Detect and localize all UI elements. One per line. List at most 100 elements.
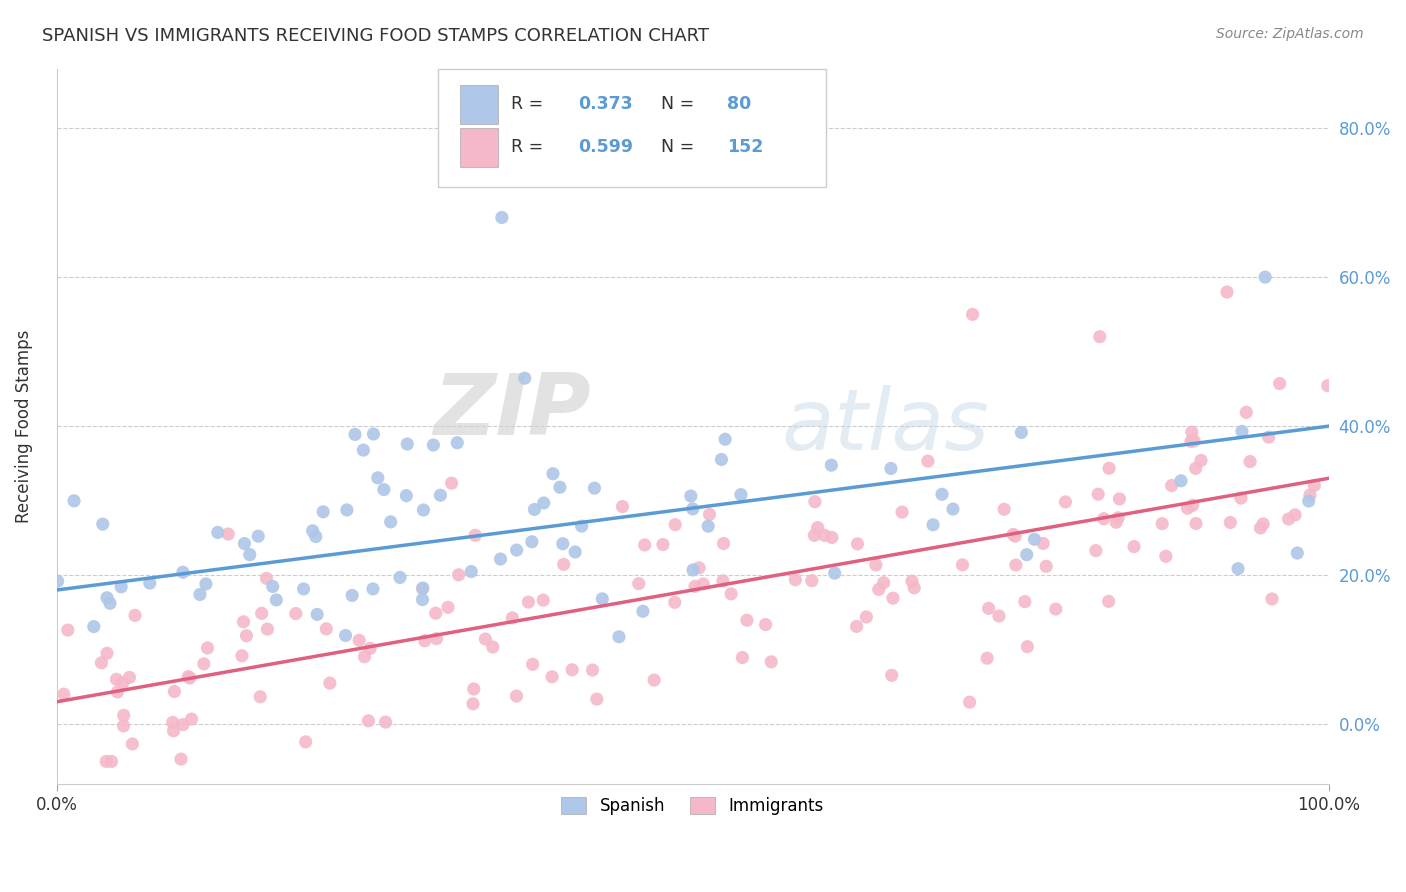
Point — [683, 579, 706, 593]
Point — [952, 558, 974, 572]
Point — [1284, 508, 1306, 522]
Point — [1216, 285, 1239, 299]
Point — [730, 487, 752, 501]
Point — [411, 592, 433, 607]
Point — [447, 567, 470, 582]
Point — [505, 689, 527, 703]
Point — [312, 505, 335, 519]
Point — [553, 558, 575, 572]
Point — [1286, 546, 1309, 560]
Point — [207, 525, 229, 540]
Point — [124, 608, 146, 623]
Text: Source: ZipAtlas.com: Source: ZipAtlas.com — [1216, 27, 1364, 41]
Point — [118, 670, 141, 684]
Point — [1010, 425, 1032, 440]
Point — [162, 723, 184, 738]
Point — [239, 548, 262, 562]
Point — [105, 673, 128, 687]
Point — [112, 708, 135, 723]
Point — [564, 545, 586, 559]
Point — [413, 633, 436, 648]
Point — [100, 755, 122, 769]
Point — [682, 502, 704, 516]
Point — [1234, 405, 1257, 419]
Point — [643, 673, 665, 687]
Point — [1024, 533, 1046, 547]
Text: 0.373: 0.373 — [578, 95, 633, 113]
Point — [664, 517, 686, 532]
Point — [1182, 434, 1205, 448]
Point — [845, 619, 868, 633]
Point — [1035, 559, 1057, 574]
Point — [46, 574, 69, 589]
Point — [976, 651, 998, 665]
Text: SPANISH VS IMMIGRANTS RECEIVING FOOD STAMPS CORRELATION CHART: SPANISH VS IMMIGRANTS RECEIVING FOOD STA… — [42, 27, 709, 45]
Point — [1316, 378, 1339, 392]
Point — [197, 640, 219, 655]
Point — [489, 552, 512, 566]
Point — [1239, 454, 1261, 468]
Point — [1189, 453, 1212, 467]
Point — [96, 755, 118, 769]
Point — [710, 452, 733, 467]
Point — [437, 600, 460, 615]
Point — [357, 714, 380, 728]
Point — [1014, 594, 1036, 608]
Text: 80: 80 — [727, 95, 751, 113]
Point — [194, 577, 217, 591]
Point — [821, 531, 844, 545]
Point — [460, 565, 482, 579]
Text: atlas: atlas — [782, 384, 990, 467]
Point — [1180, 434, 1202, 449]
Point — [583, 481, 606, 495]
FancyBboxPatch shape — [460, 85, 498, 124]
Point — [735, 613, 758, 627]
Point — [315, 622, 337, 636]
Point — [96, 591, 118, 605]
Point — [110, 580, 132, 594]
Point — [395, 489, 418, 503]
Point — [522, 657, 544, 672]
Point — [520, 534, 543, 549]
Point — [501, 611, 523, 625]
Y-axis label: Receiving Food Stamps: Receiving Food Stamps — [15, 329, 32, 523]
Point — [1017, 640, 1039, 654]
Point — [880, 461, 903, 475]
Point — [993, 502, 1015, 516]
Point — [412, 503, 434, 517]
Point — [533, 496, 555, 510]
Point — [1230, 425, 1253, 439]
Point — [517, 595, 540, 609]
Point — [591, 591, 613, 606]
Point — [217, 527, 239, 541]
Point — [880, 668, 903, 682]
Point — [1181, 499, 1204, 513]
Point — [91, 517, 114, 532]
Point — [804, 494, 827, 508]
Point — [1015, 548, 1038, 562]
Point — [256, 571, 278, 585]
Point — [232, 615, 254, 629]
Point — [1123, 540, 1146, 554]
Point — [301, 524, 323, 538]
Point — [170, 752, 193, 766]
Point — [262, 579, 284, 593]
Point — [761, 655, 783, 669]
Point — [901, 574, 924, 589]
Point — [284, 607, 307, 621]
Point — [1299, 488, 1322, 502]
Point — [903, 581, 925, 595]
Point — [541, 467, 564, 481]
Point — [631, 604, 654, 618]
Point — [340, 589, 363, 603]
Point — [581, 663, 603, 677]
Point — [336, 503, 359, 517]
Point — [188, 587, 211, 601]
Point — [513, 371, 536, 385]
Point — [163, 684, 186, 698]
Point — [96, 646, 118, 660]
Point — [305, 530, 328, 544]
Text: R =: R = — [510, 138, 548, 156]
Point — [1105, 515, 1128, 529]
Point — [352, 443, 374, 458]
